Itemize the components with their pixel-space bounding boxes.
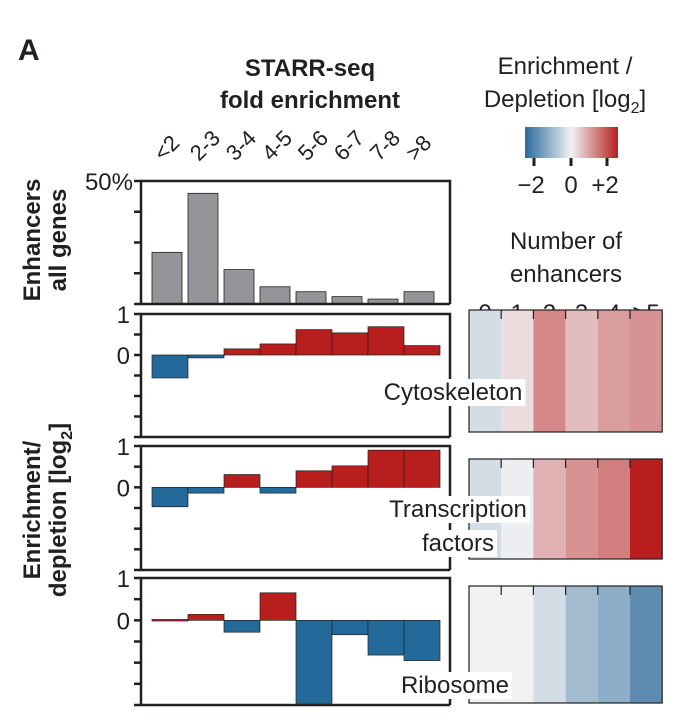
category-label: >8 bbox=[401, 130, 436, 165]
label-background bbox=[386, 496, 530, 523]
bar-7-8 bbox=[367, 449, 405, 488]
y-tick-label: 1 bbox=[117, 566, 130, 593]
svg-text:all genes: all genes bbox=[45, 189, 72, 292]
heatmap-header-line1: Number of bbox=[510, 228, 622, 255]
y-tick-label: 1 bbox=[117, 434, 130, 461]
category-label: 7-8 bbox=[365, 125, 405, 165]
y-tick-label: 1 bbox=[117, 302, 130, 329]
bar-4-5 bbox=[259, 343, 297, 356]
bar-3-4 bbox=[223, 269, 255, 305]
bar-6-7 bbox=[331, 465, 369, 488]
bar-6-7 bbox=[331, 332, 369, 356]
bar-4-5 bbox=[259, 286, 291, 305]
bar-5-6 bbox=[295, 329, 333, 356]
colorbar-tick-high: +2 bbox=[591, 172, 618, 199]
heatmap-cell-2 bbox=[533, 310, 566, 432]
y-tick-label: 0 bbox=[117, 608, 130, 635]
bar-2-3 bbox=[187, 486, 225, 494]
svg-text:Enhancers: Enhancers bbox=[19, 179, 46, 302]
heatmap-cell-3 bbox=[565, 310, 598, 432]
category-label: 5-6 bbox=[293, 125, 333, 165]
header-line1: STARR-seq bbox=[245, 55, 375, 82]
y-tick-label: 50% bbox=[85, 169, 133, 196]
heatmap-cell-0 bbox=[469, 310, 502, 432]
heatmap-cell-3 bbox=[565, 586, 598, 703]
bar-3-4 bbox=[223, 474, 261, 488]
heatmap-cell-3 bbox=[565, 459, 598, 559]
label-background bbox=[380, 379, 526, 406]
bar-<2 bbox=[151, 251, 183, 305]
colorbar-tick-mid: 0 bbox=[564, 172, 577, 199]
ylabel-bottom: Enrichment/ depletion [log2] bbox=[19, 423, 76, 597]
colorbar-title-line1: Enrichment / bbox=[498, 53, 633, 80]
heatmap-cell-4 bbox=[597, 459, 630, 559]
category-label: 3-4 bbox=[221, 125, 261, 165]
bar-<2 bbox=[151, 354, 189, 379]
heatmap-frame bbox=[468, 585, 663, 704]
bar-2-3 bbox=[187, 354, 225, 359]
bar-6-7 bbox=[331, 619, 369, 636]
header-line2: fold enrichment bbox=[220, 87, 400, 114]
heatmap-cell-1 bbox=[501, 310, 534, 432]
svg-text:depletion [log2]: depletion [log2] bbox=[45, 423, 76, 597]
ylabel-top: Enhancers all genes bbox=[19, 179, 72, 302]
label-background bbox=[397, 672, 513, 699]
heatmap-cell-2 bbox=[533, 586, 566, 703]
category-label: <2 bbox=[149, 130, 184, 165]
colorbar bbox=[525, 127, 618, 158]
bar-4-5 bbox=[259, 486, 297, 494]
category-name-label: Cytoskeleton bbox=[384, 379, 523, 406]
category-label: 6-7 bbox=[329, 125, 369, 165]
colorbar-ticks bbox=[532, 158, 609, 166]
heatmap-header-line2: enhancers bbox=[510, 261, 622, 288]
bar->8 bbox=[403, 291, 435, 305]
heatmap-cell-4 bbox=[597, 310, 630, 432]
bar-2-3 bbox=[187, 614, 225, 621]
bar-<2 bbox=[151, 486, 189, 508]
heatmap-frame bbox=[468, 309, 663, 433]
svg-text:Enrichment/: Enrichment/ bbox=[19, 440, 46, 579]
colorbar-tick-low: −2 bbox=[517, 172, 544, 199]
bar->8 bbox=[403, 449, 441, 488]
bar-2-3 bbox=[187, 192, 219, 305]
category-label: 2-3 bbox=[185, 125, 225, 165]
panel-label: A bbox=[18, 34, 40, 67]
bar-5-6 bbox=[295, 619, 333, 704]
bar-7-8 bbox=[367, 619, 405, 656]
heatmap-cell->5 bbox=[630, 586, 663, 703]
category-name-label: Transcription bbox=[389, 496, 527, 523]
panel-frame bbox=[139, 179, 452, 306]
y-tick-label: 0 bbox=[117, 343, 130, 370]
bar->8 bbox=[403, 619, 441, 661]
bar-<2 bbox=[151, 619, 189, 622]
colorbar-title-line2: Depletion [log2] bbox=[484, 86, 646, 117]
bar-3-4 bbox=[223, 619, 261, 633]
heatmap-cell-2 bbox=[533, 459, 566, 559]
category-name-label: factors bbox=[422, 530, 494, 557]
heatmap-cell-4 bbox=[597, 586, 630, 703]
label-background bbox=[418, 530, 498, 557]
bar-7-8 bbox=[367, 326, 405, 356]
bar-4-5 bbox=[259, 592, 297, 621]
category-label: 4-5 bbox=[257, 125, 297, 165]
bar->8 bbox=[403, 345, 441, 356]
bar-3-4 bbox=[223, 348, 261, 356]
heatmap-cell->5 bbox=[630, 459, 663, 559]
bar-5-6 bbox=[295, 291, 327, 305]
y-tick-label: 0 bbox=[117, 475, 130, 502]
heatmap-cell->5 bbox=[630, 310, 663, 432]
category-name-label: Ribosome bbox=[401, 672, 509, 699]
bar-5-6 bbox=[295, 470, 333, 488]
